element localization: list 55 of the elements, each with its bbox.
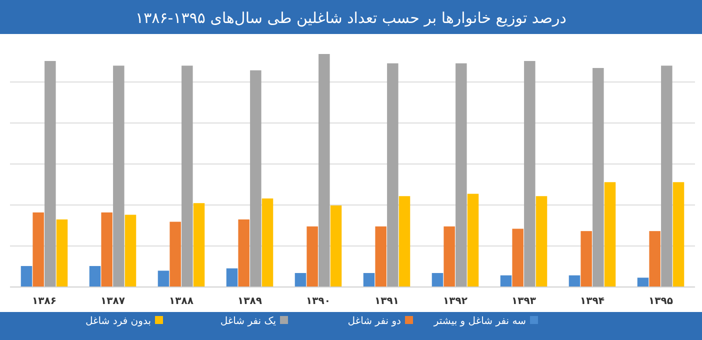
x-tick-label: ۱۳۸۸ — [169, 296, 194, 307]
bar — [387, 63, 398, 287]
x-tick-label: ۱۳۹۰ — [306, 296, 330, 307]
bar — [524, 60, 536, 287]
x-tick-label: ۱۳۸۹ — [238, 296, 262, 307]
bar — [124, 214, 136, 287]
bar — [32, 212, 44, 287]
bar — [158, 270, 170, 287]
x-tick-label: ۱۳۹۵ — [648, 296, 673, 307]
bar — [306, 226, 318, 287]
bar — [512, 228, 524, 287]
bar — [56, 219, 68, 287]
x-tick-label: ۱۳۹۱ — [374, 296, 399, 307]
bar — [89, 266, 101, 287]
legend-label: بدون فرد شاغل — [85, 316, 151, 327]
bar — [44, 60, 56, 287]
bar — [182, 66, 193, 287]
chart-title: درصد توزیع خانوارها بر حسب تعداد شاغلین طی سال‌های ۱۳۹۵-۱۳۸۶ — [136, 9, 566, 27]
bar — [170, 222, 181, 287]
bar — [113, 66, 124, 287]
bar — [592, 68, 604, 287]
bar — [432, 273, 444, 287]
bar — [193, 203, 205, 287]
bar — [238, 219, 250, 287]
x-tick-label: ۱۳۸۶ — [32, 296, 56, 307]
bar — [637, 278, 649, 287]
bar — [536, 196, 548, 287]
bar — [101, 212, 112, 287]
bar — [444, 226, 455, 287]
bar — [661, 66, 672, 287]
bar — [467, 194, 479, 287]
bar — [604, 182, 616, 287]
legend-label: یک نفر شاغل — [220, 316, 276, 327]
bar — [672, 182, 684, 287]
bar — [568, 275, 580, 287]
legend-label: دو نفر شاغل — [348, 316, 401, 327]
bar — [318, 54, 330, 287]
bar — [20, 266, 32, 287]
bar — [456, 63, 467, 287]
bar — [262, 198, 274, 287]
bar — [226, 268, 238, 287]
bar — [294, 273, 306, 287]
legend-label: سه نفر شاغل و بیشتر — [432, 316, 526, 327]
bar — [580, 231, 592, 287]
bar — [330, 205, 342, 287]
bar — [250, 70, 262, 287]
x-tick-label: ۱۳۹۲ — [443, 296, 468, 307]
bar — [398, 196, 410, 287]
x-tick-label: ۱۳۹۳ — [512, 296, 536, 307]
x-tick-label: ۱۳۹۴ — [580, 296, 604, 307]
bar — [649, 231, 660, 287]
bar — [375, 226, 386, 287]
bar — [363, 273, 375, 287]
bar — [500, 275, 512, 287]
x-tick-label: ۱۳۸۷ — [100, 296, 125, 307]
